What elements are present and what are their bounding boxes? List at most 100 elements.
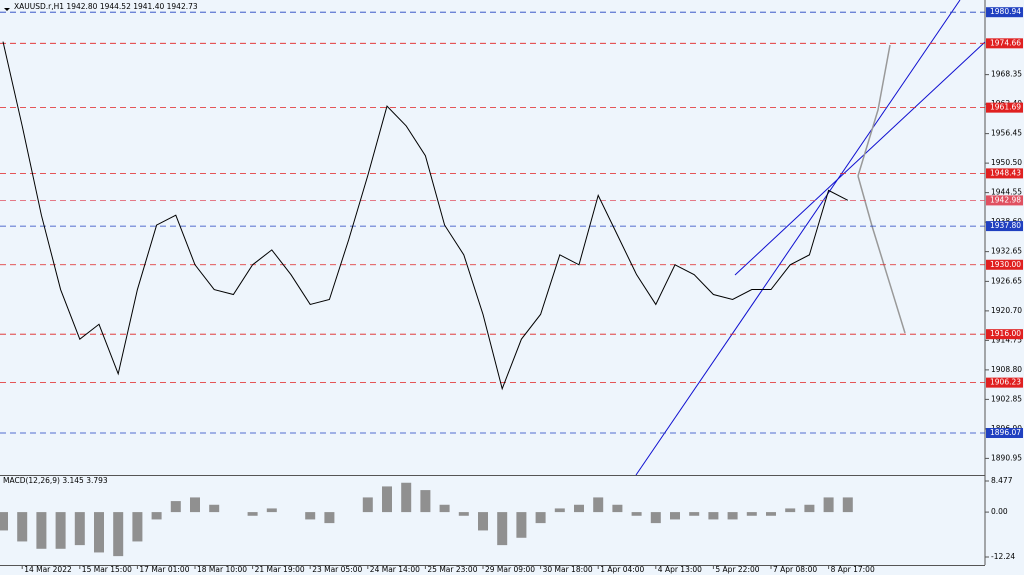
x-tick-label: 7 Apr 08:00 bbox=[773, 565, 817, 574]
macd-bar bbox=[132, 512, 143, 542]
macd-bar bbox=[804, 504, 815, 513]
level-label: 1896.07 bbox=[990, 428, 1021, 437]
x-tick-label: 24 Mar 14:00 bbox=[370, 565, 420, 574]
level-label: 1937.80 bbox=[990, 221, 1021, 230]
x-tick-label: 8 Apr 17:00 bbox=[831, 565, 875, 574]
price-line bbox=[2, 41, 849, 391]
macd-bar bbox=[727, 512, 738, 520]
macd-bar bbox=[209, 504, 220, 513]
macd-bar bbox=[74, 512, 85, 546]
macd-bar bbox=[190, 497, 200, 513]
x-tick-label: 4 Apr 13:00 bbox=[658, 565, 702, 574]
x-tick-label: 15 Mar 15:00 bbox=[82, 565, 132, 574]
macd-bar bbox=[650, 512, 661, 524]
y-tick-label: 8.477 bbox=[991, 476, 1013, 485]
y-tick-label: 0.00 bbox=[991, 507, 1008, 516]
macd-bar bbox=[458, 512, 469, 516]
y-tick-label: 1920.70 bbox=[991, 306, 1022, 315]
x-tick-label: 23 Mar 05:00 bbox=[312, 565, 362, 574]
y-tick-label: -12.24 bbox=[991, 552, 1015, 561]
macd-bar bbox=[17, 512, 28, 542]
x-tick-label: 29 Mar 09:00 bbox=[485, 565, 535, 574]
macd-bar bbox=[670, 512, 680, 520]
y-tick-label: 1944.55 bbox=[991, 188, 1022, 197]
x-tick-label: 5 Apr 22:00 bbox=[715, 565, 759, 574]
x-tick-label: 18 Mar 10:00 bbox=[197, 565, 247, 574]
macd-bar bbox=[94, 512, 104, 553]
x-tick-label: 21 Mar 19:00 bbox=[255, 565, 305, 574]
y-tick-label: 1932.65 bbox=[991, 247, 1022, 256]
level-label: 1961.69 bbox=[990, 103, 1021, 112]
macd-bar bbox=[324, 512, 335, 524]
level-label: 1916.00 bbox=[990, 329, 1021, 338]
level-box bbox=[986, 377, 1023, 388]
macd-bar bbox=[612, 504, 623, 513]
macd-bar bbox=[497, 512, 508, 546]
y-tick-label: 1950.50 bbox=[991, 158, 1022, 167]
macd-bar bbox=[554, 508, 565, 513]
trend-channel bbox=[734, 41, 986, 276]
macd-bar bbox=[574, 504, 584, 513]
indicator-title: MACD(12,26,9) 3.145 3.793 bbox=[3, 476, 108, 485]
macd-bar bbox=[823, 497, 834, 513]
level-box bbox=[986, 38, 1023, 49]
level-box bbox=[986, 7, 1023, 18]
y-tick-label: 1926.65 bbox=[991, 276, 1022, 285]
y-tick-label: 1956.45 bbox=[991, 129, 1022, 138]
x-tick-label: 30 Mar 18:00 bbox=[543, 565, 593, 574]
macd-bar bbox=[785, 508, 796, 513]
level-label: 1974.66 bbox=[990, 38, 1021, 47]
macd-bar bbox=[689, 512, 700, 516]
x-tick-label: 17 Mar 01:00 bbox=[139, 565, 189, 574]
macd-bar bbox=[266, 508, 277, 513]
macd-bar bbox=[0, 512, 8, 531]
level-label: 1906.23 bbox=[990, 378, 1021, 387]
macd-bar bbox=[420, 490, 431, 513]
macd-bar bbox=[439, 504, 450, 513]
y-tick-label: 1968.35 bbox=[991, 70, 1022, 79]
macd-bar bbox=[631, 512, 642, 516]
chart-title: XAUUSD.r,H1 1942.80 1944.52 1941.40 1942… bbox=[14, 2, 198, 11]
macd-bar bbox=[401, 482, 412, 513]
level-label: 1948.43 bbox=[990, 168, 1021, 177]
macd-bar bbox=[478, 512, 488, 531]
macd-bar bbox=[247, 512, 258, 516]
level-box bbox=[986, 102, 1023, 113]
header-icon bbox=[4, 8, 10, 11]
y-tick-label: 1908.80 bbox=[991, 365, 1022, 374]
macd-bar bbox=[382, 486, 392, 513]
macd-bar bbox=[113, 512, 124, 557]
macd-bar bbox=[766, 512, 776, 516]
macd-bar bbox=[36, 512, 47, 549]
macd-bar bbox=[746, 512, 757, 516]
macd-bar bbox=[170, 501, 181, 513]
macd-bar bbox=[305, 512, 316, 520]
level-box bbox=[986, 428, 1023, 439]
trend-channel bbox=[635, 0, 961, 476]
macd-bar bbox=[362, 497, 373, 513]
macd-bar bbox=[842, 497, 853, 513]
x-tick-label: 14 Mar 2022 bbox=[24, 565, 72, 574]
y-tick-label: 1914.75 bbox=[991, 335, 1022, 344]
y-tick-label: 1902.85 bbox=[991, 394, 1022, 403]
x-tick-label: 1 Apr 04:00 bbox=[600, 565, 644, 574]
macd-bar bbox=[55, 512, 66, 549]
level-box bbox=[986, 195, 1023, 206]
level-label: 1942.98 bbox=[990, 195, 1021, 204]
macd-bar bbox=[151, 512, 162, 520]
macd-bar bbox=[535, 512, 546, 524]
level-box bbox=[986, 221, 1023, 232]
macd-bar bbox=[516, 512, 527, 538]
level-box bbox=[986, 329, 1023, 340]
x-tick-label: 25 Mar 23:00 bbox=[427, 565, 477, 574]
level-box bbox=[986, 259, 1023, 270]
macd-bar bbox=[593, 497, 604, 513]
level-label: 1930.00 bbox=[990, 260, 1021, 269]
macd-bar bbox=[708, 512, 719, 520]
level-label: 1980.94 bbox=[990, 7, 1021, 16]
level-box bbox=[986, 168, 1023, 179]
y-tick-label: 1890.95 bbox=[991, 453, 1022, 462]
